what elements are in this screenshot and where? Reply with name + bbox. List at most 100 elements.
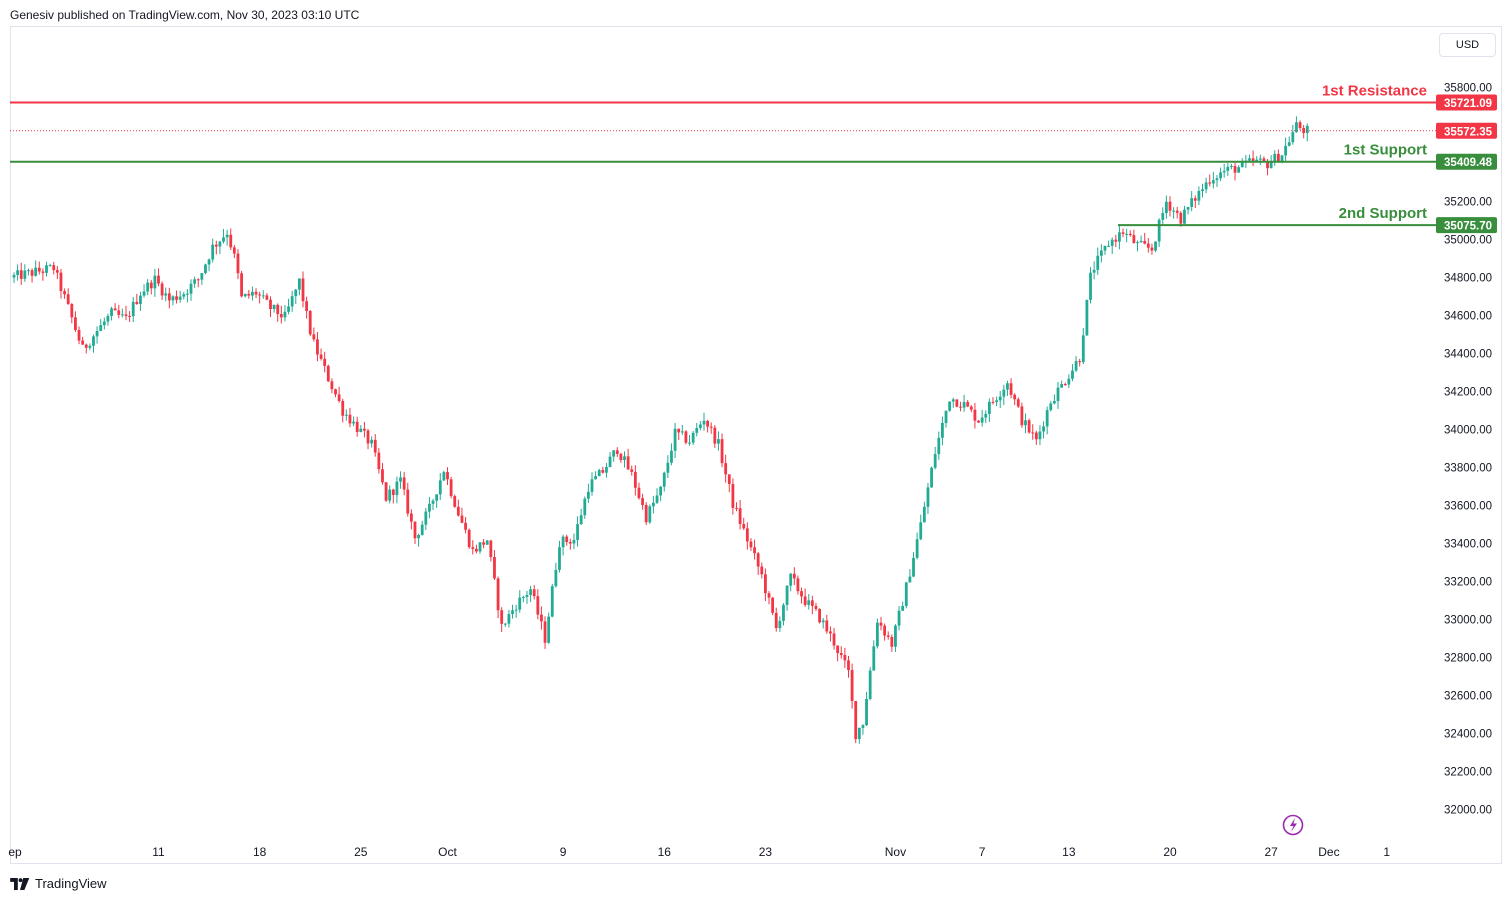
candle: [395, 476, 399, 504]
candle: [1251, 150, 1255, 167]
candle-body: [1125, 233, 1129, 235]
candle: [37, 261, 41, 275]
candle: [12, 272, 16, 283]
candle-body: [1107, 245, 1110, 247]
candle-body: [157, 275, 160, 284]
candle-body: [977, 420, 980, 423]
candle-body: [442, 472, 446, 481]
candle-body: [1067, 378, 1071, 385]
candle: [16, 264, 20, 281]
candle: [550, 583, 554, 618]
candle-body: [186, 293, 189, 295]
candle: [157, 268, 160, 287]
candle: [1168, 196, 1172, 217]
candle: [612, 450, 616, 462]
candle-body: [381, 469, 384, 483]
candle: [363, 421, 366, 438]
candle-body: [59, 272, 63, 292]
candle: [113, 303, 117, 311]
candle-body: [995, 400, 998, 403]
candle: [760, 562, 764, 579]
candle: [875, 618, 879, 649]
badge-value: 35075.70: [1444, 221, 1492, 233]
candle: [540, 606, 543, 630]
candle-body: [55, 270, 59, 273]
candle: [417, 533, 420, 547]
candle: [597, 468, 601, 477]
candle-body: [691, 432, 695, 443]
candle-body: [601, 470, 605, 473]
candle-body: [204, 264, 207, 274]
level-label: 1st Support: [1344, 142, 1427, 159]
candle-body: [872, 646, 876, 671]
candle-body: [547, 616, 551, 643]
lightning-icon[interactable]: [1282, 814, 1304, 836]
candle: [511, 604, 514, 619]
candle: [243, 293, 247, 298]
candle-body: [1211, 180, 1215, 184]
candle-body: [1063, 384, 1067, 386]
candle: [727, 474, 731, 493]
candle-body: [247, 293, 251, 296]
x-tick-label: 11: [152, 845, 165, 859]
candle: [359, 425, 363, 433]
candle-body: [1121, 232, 1125, 234]
candle-body: [178, 296, 182, 300]
candle-body: [449, 479, 453, 497]
candle: [868, 667, 872, 701]
candle: [561, 534, 565, 556]
candle-body: [135, 301, 139, 305]
candle-body: [1222, 170, 1226, 173]
candle-body: [800, 591, 803, 597]
candle-body: [146, 282, 150, 292]
candle-body: [258, 294, 262, 296]
candle-body: [99, 325, 103, 331]
candle: [388, 485, 392, 504]
candle: [774, 607, 778, 632]
candle: [894, 624, 897, 652]
candle-body: [63, 291, 66, 295]
candle: [1183, 205, 1186, 224]
candle: [641, 493, 644, 510]
candle: [1067, 374, 1071, 389]
candle-body: [240, 273, 243, 297]
candle: [229, 228, 233, 250]
candle-body: [229, 234, 233, 248]
currency-selector[interactable]: USD: [1439, 33, 1496, 57]
candle: [330, 378, 334, 394]
candle-body: [308, 310, 312, 335]
level-lines: 1st Resistance 1st Support 2nd Support: [10, 82, 1436, 227]
candle-body: [543, 621, 547, 643]
candle: [529, 585, 532, 603]
candle-body: [745, 528, 749, 542]
candle-body: [167, 293, 171, 301]
level-label: 2nd Support: [1339, 205, 1427, 222]
candle-body: [637, 487, 641, 499]
candle-body: [1078, 361, 1082, 363]
candle: [59, 268, 63, 299]
candle: [120, 308, 124, 318]
candle: [81, 336, 85, 345]
candle: [941, 416, 944, 446]
candle: [1125, 228, 1129, 243]
tradingview-brand[interactable]: TradingView: [10, 876, 107, 891]
candle-body: [789, 573, 793, 586]
candle-body: [756, 553, 760, 567]
candle: [1081, 327, 1085, 365]
candle: [568, 538, 572, 550]
candle-body: [222, 237, 225, 242]
candle: [1071, 364, 1074, 382]
candle-body: [1305, 125, 1309, 134]
candle: [1240, 158, 1244, 168]
candle-body: [464, 522, 467, 530]
candle-body: [659, 486, 663, 496]
candle-body: [128, 315, 131, 317]
candle-body: [814, 605, 818, 609]
candle: [713, 425, 717, 448]
candle-body: [424, 511, 428, 525]
candle: [1201, 183, 1204, 198]
y-tick-label: 34000.00: [1444, 425, 1492, 437]
candle: [460, 507, 464, 524]
candle: [279, 305, 283, 324]
